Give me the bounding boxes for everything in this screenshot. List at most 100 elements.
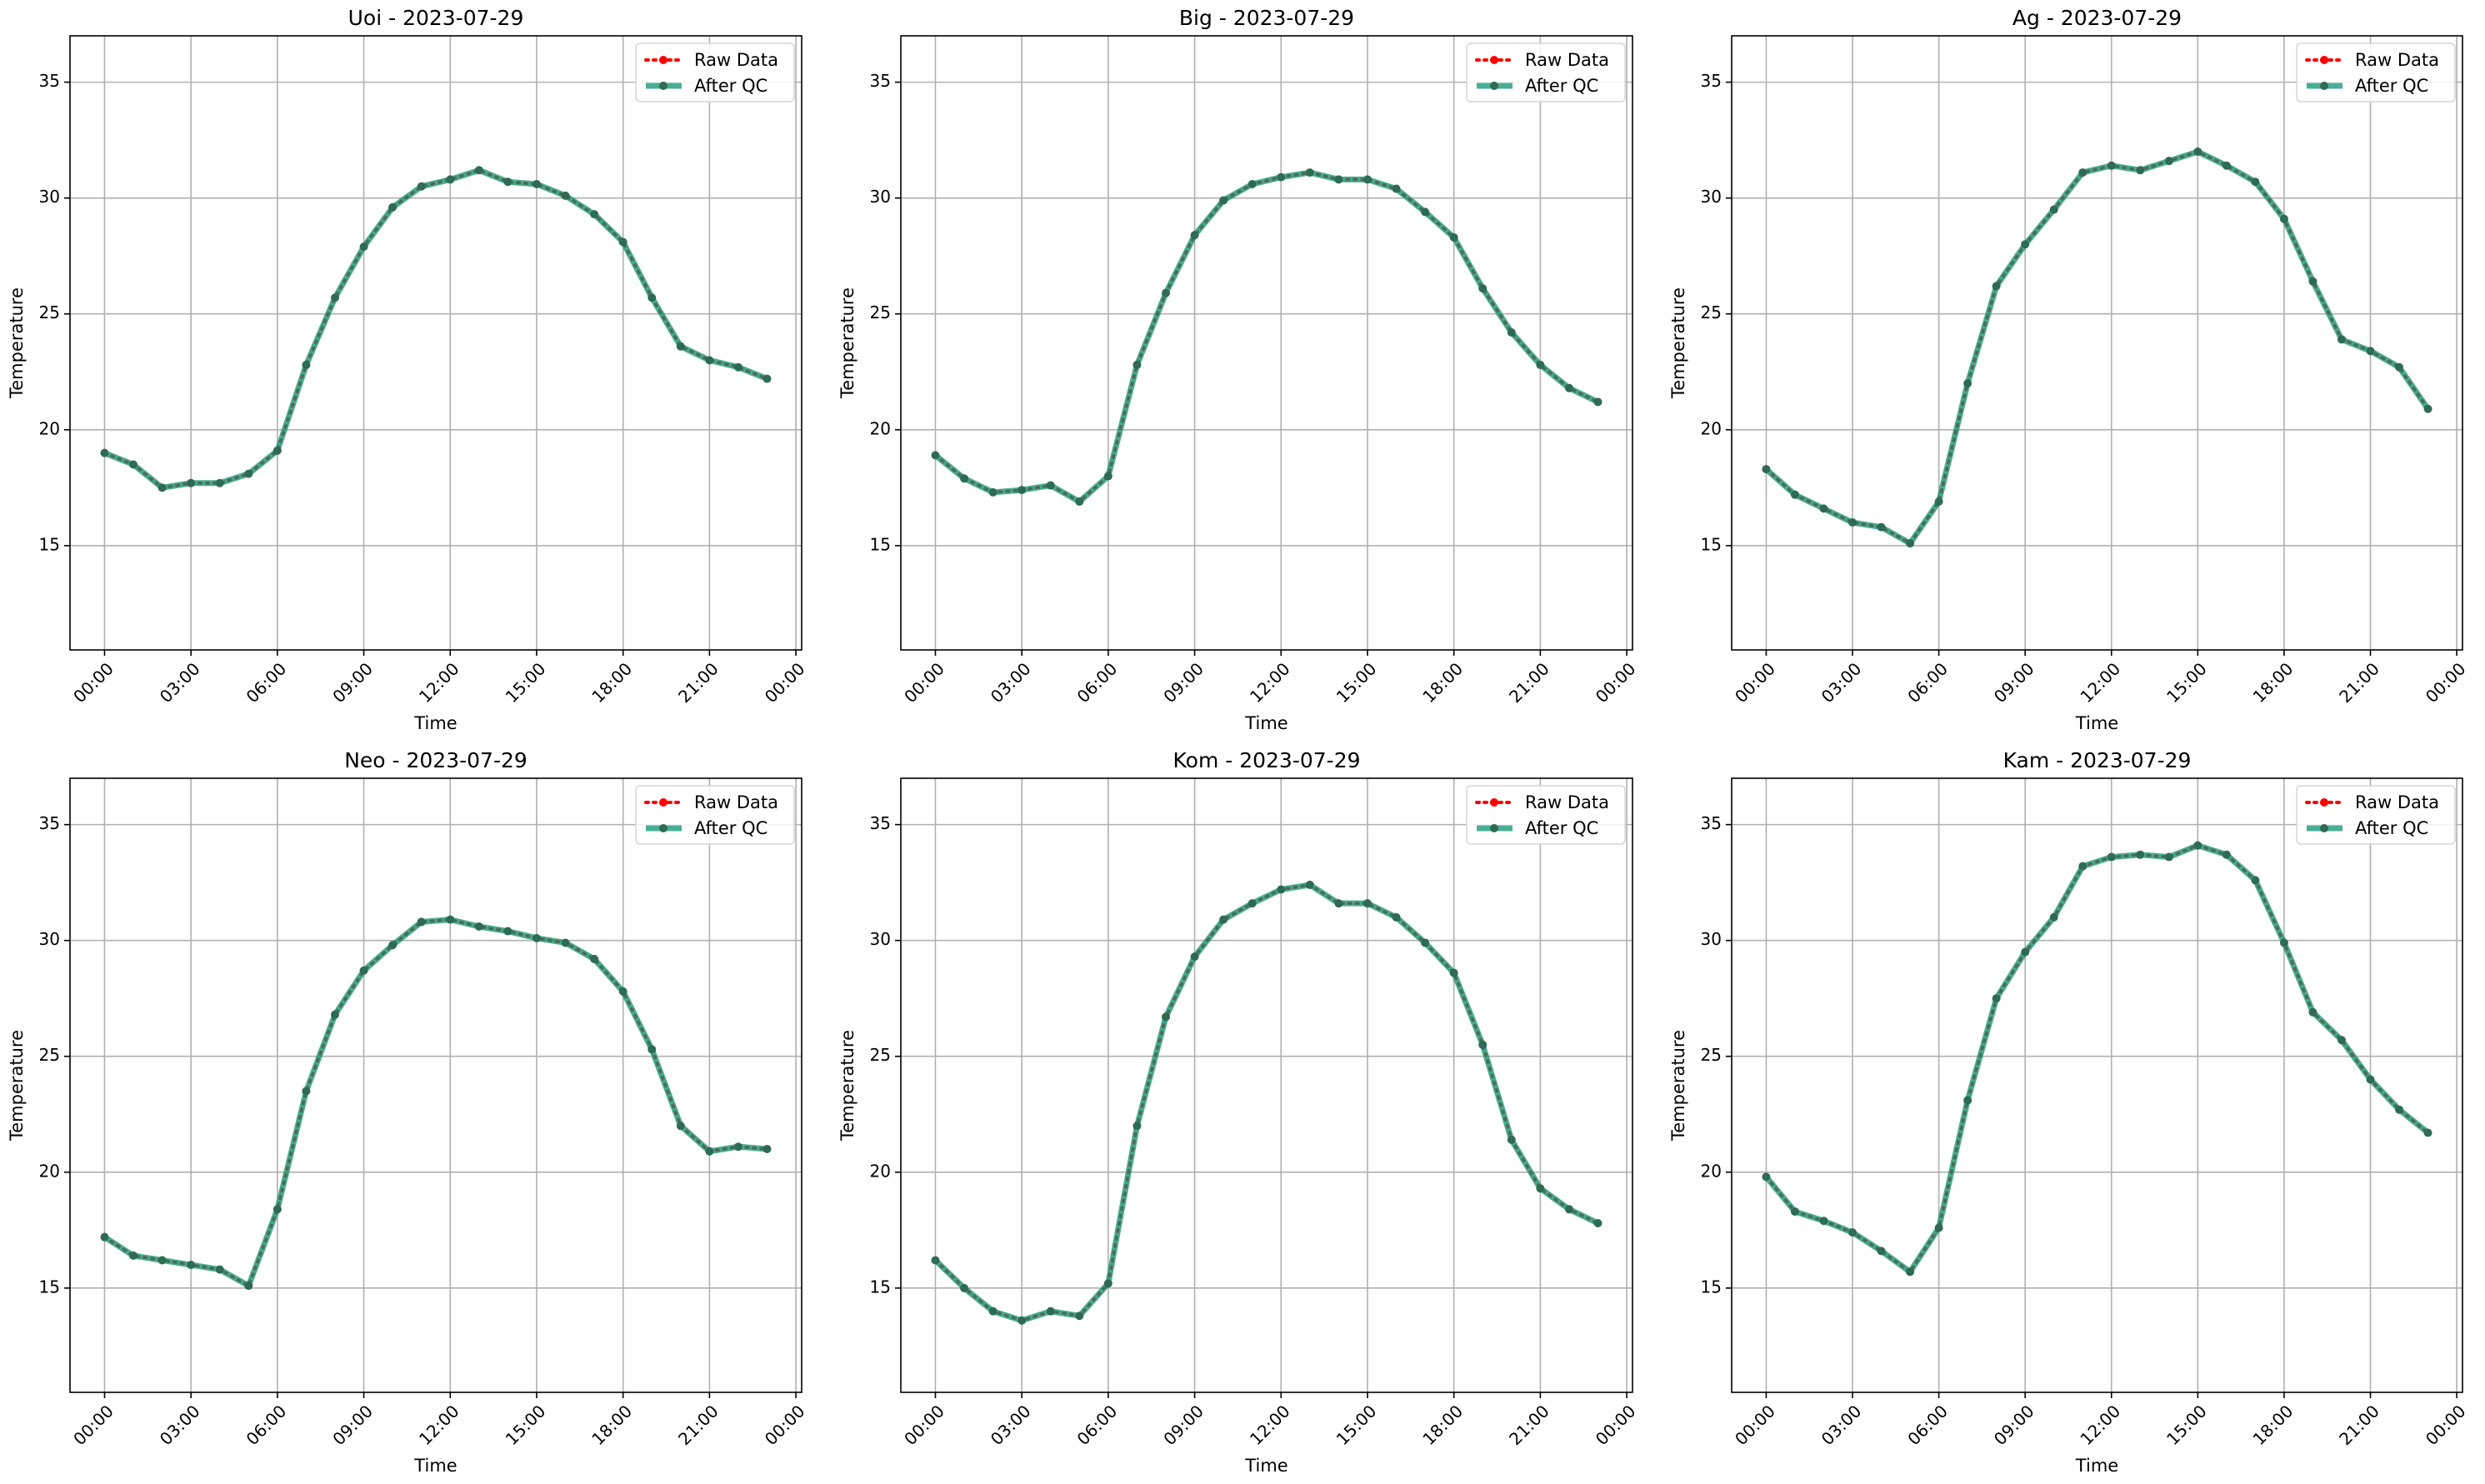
x-tick-label: 00:00 [2422, 658, 2470, 707]
y-axis-label: Temperature [838, 1030, 858, 1142]
legend-qc-label: After QC [2355, 818, 2428, 838]
x-tick-label: 09:00 [1990, 658, 2038, 707]
qc-point [733, 362, 742, 372]
legend-raw-label: Raw Data [694, 50, 778, 70]
x-tick-label: 00:00 [1592, 658, 1640, 707]
panel-kam: 00:00 03:00 06:00 09:00 12:00 15:00 18:00 21:00… [1668, 748, 2470, 1476]
legend: Raw Data After QC [635, 42, 795, 102]
x-tick-label: 00:00 [1592, 1401, 1640, 1449]
x-tick-label: 15:00 [502, 1401, 550, 1449]
x-tick-label: 21:00 [674, 1401, 722, 1449]
qc-point [2193, 841, 2202, 850]
qc-point [187, 1261, 196, 1270]
qc-point [1190, 952, 1199, 962]
qc-point [2423, 404, 2432, 413]
qc-point [960, 1283, 969, 1292]
qc-point [1362, 175, 1372, 184]
y-axis-label: Temperature [1668, 1030, 1688, 1142]
series-raw-overlay [104, 169, 768, 489]
qc-point [1478, 284, 1488, 293]
y-tick-label: 25 [870, 1045, 891, 1065]
legend-raw-label: Raw Data [2355, 50, 2439, 70]
qc-point [359, 242, 368, 252]
axes-frame [1731, 35, 2463, 651]
y-tick-label: 15 [870, 1277, 891, 1297]
qc-point [2395, 362, 2404, 372]
x-tick-label: 00:00 [900, 658, 948, 707]
qc-point [272, 446, 282, 455]
qc-point [1934, 1223, 1943, 1232]
qc-point [272, 1205, 282, 1214]
legend-qc-marker [1490, 824, 1498, 832]
qc-point [1305, 880, 1314, 889]
legend-raw-label: Raw Data [1525, 792, 1609, 812]
qc-point [988, 487, 998, 497]
x-tick-label: 09:00 [328, 1401, 377, 1449]
qc-point [187, 478, 196, 487]
qc-point [648, 1045, 657, 1054]
x-tick-label: 00:00 [761, 1401, 809, 1449]
qc-point [561, 191, 570, 200]
qc-point [417, 917, 426, 927]
qc-point [302, 360, 311, 369]
qc-point [1877, 522, 1886, 532]
qc-point [2337, 1036, 2346, 1045]
qc-point [2164, 852, 2173, 862]
qc-point [1819, 1217, 1828, 1226]
y-tick-label: 20 [1701, 418, 1722, 438]
qc-point [503, 177, 512, 187]
qc-point [1162, 288, 1171, 297]
x-tick-label: 06:00 [242, 1401, 291, 1449]
legend-qc-label: After QC [2355, 76, 2428, 96]
y-tick-label: 35 [1701, 813, 1722, 833]
qc-point [1392, 912, 1401, 922]
qc-point [1536, 1184, 1545, 1193]
y-tick-label: 25 [1701, 302, 1722, 322]
x-tick-label: 12:00 [2076, 658, 2124, 707]
qc-point [2423, 1128, 2432, 1137]
legend: Raw Data After QC [1466, 42, 1626, 102]
y-axis-label: Temperature [1668, 287, 1688, 399]
qc-point [129, 460, 138, 469]
qc-point [1075, 1312, 1084, 1321]
qc-point [215, 1265, 224, 1274]
qc-point [1564, 383, 1573, 392]
qc-point [1277, 172, 1286, 182]
qc-point [2164, 157, 2173, 166]
qc-point [1906, 539, 1915, 548]
qc-point [1906, 1267, 1915, 1277]
plot-area [901, 778, 1632, 1392]
qc-point [1819, 504, 1828, 513]
qc-point [2049, 205, 2058, 214]
qc-point [2337, 335, 2346, 344]
x-tick-label: 21:00 [1505, 658, 1553, 707]
x-tick-label: 00:00 [69, 1401, 118, 1449]
qc-point [1334, 175, 1343, 184]
x-axis-label: Time [2075, 713, 2118, 733]
qc-point [1190, 231, 1199, 240]
legend-raw-marker [659, 798, 668, 807]
qc-point [388, 202, 398, 212]
qc-point [417, 182, 426, 191]
y-tick-label: 15 [1701, 534, 1722, 554]
panel-neo: 00:00 03:00 06:00 09:00 12:00 15:00 18:00 21:00… [7, 748, 809, 1476]
legend-qc-marker [659, 824, 668, 832]
qc-point [100, 448, 109, 457]
axes-frame [900, 777, 1633, 1393]
x-axis-label: Time [413, 1456, 457, 1476]
y-tick-label: 20 [870, 418, 891, 438]
plot-area [70, 36, 802, 650]
legend-qc-marker [1490, 82, 1498, 90]
legend-raw-marker [659, 56, 668, 64]
qc-point [733, 1142, 742, 1152]
qc-point [244, 1282, 253, 1291]
x-tick-label: 09:00 [1159, 658, 1208, 707]
legend-raw-marker [2320, 798, 2328, 807]
qc-point [359, 966, 368, 975]
qc-point [1277, 885, 1286, 894]
qc-point [1536, 360, 1545, 369]
qc-point [474, 166, 483, 175]
x-tick-label: 12:00 [415, 658, 463, 707]
x-tick-label: 15:00 [502, 658, 550, 707]
